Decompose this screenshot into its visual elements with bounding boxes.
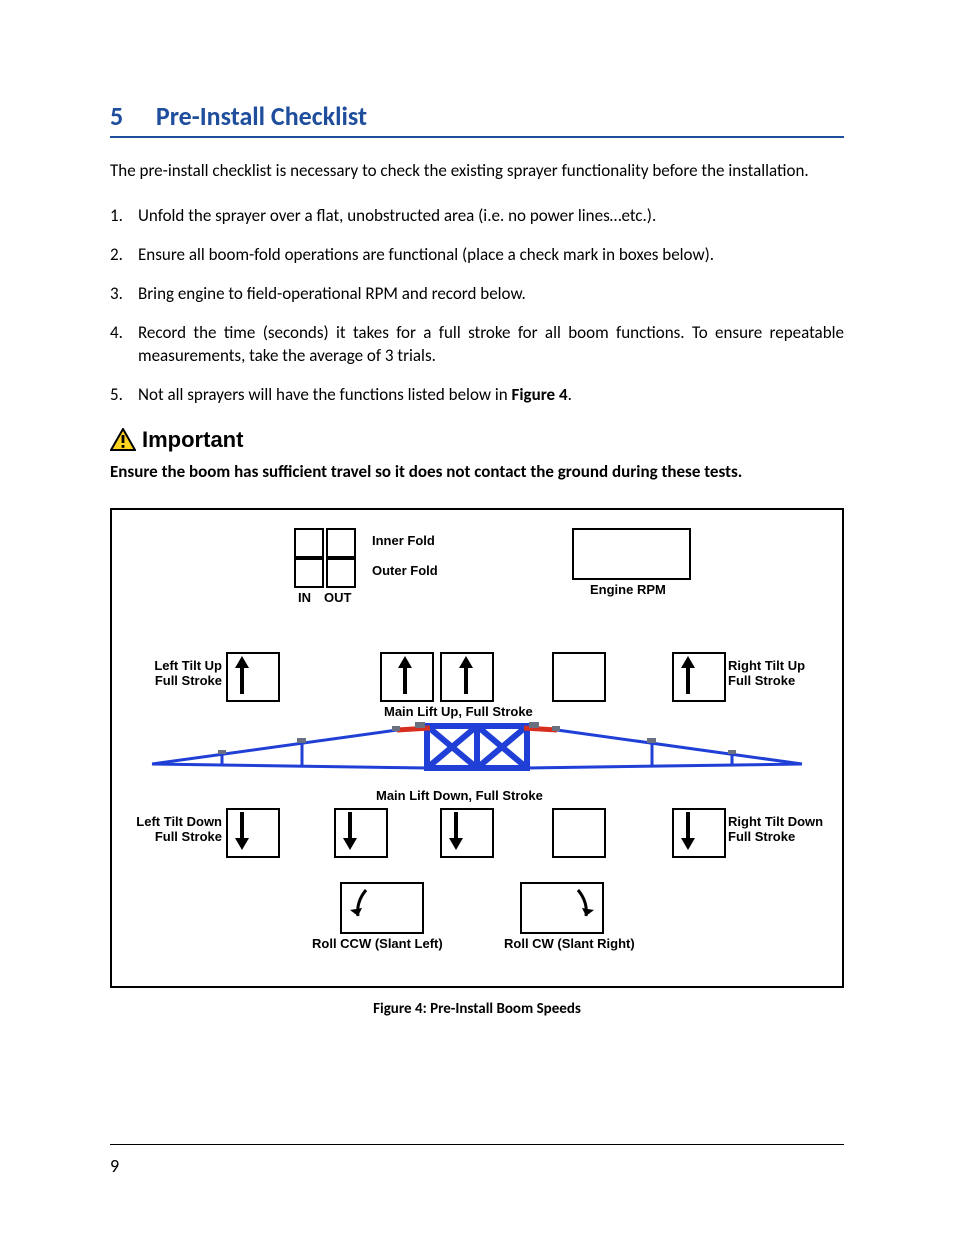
figure-box: IN OUT Inner Fold Outer Fold Engine RPM … [110, 508, 844, 988]
arrow-down-icon [235, 812, 249, 850]
footer-rule [110, 1144, 844, 1145]
list-item: 4.Record the time (seconds) it takes for… [110, 322, 844, 368]
page-number: 9 [110, 1155, 119, 1177]
list-item: 2.Ensure all boom-fold operations are fu… [110, 244, 844, 267]
left-tilt-up-fs: Full Stroke [155, 673, 222, 688]
main-lift-up-label: Main Lift Up, Full Stroke [384, 704, 533, 719]
checklist: 1.Unfold the sprayer over a flat, unobst… [110, 205, 844, 407]
boom-diagram [132, 720, 822, 788]
arrow-up-icon [681, 656, 695, 694]
important-heading-row: Important [110, 427, 844, 453]
list-item: 1.Unfold the sprayer over a flat, unobst… [110, 205, 844, 228]
inner-fold-label: Inner Fold [372, 533, 435, 548]
arrow-up-icon [235, 656, 249, 694]
arrow-down-icon [449, 812, 463, 850]
engine-rpm-box[interactable] [572, 528, 691, 580]
arrow-down-icon [681, 812, 695, 850]
left-tilt-down-label: Left Tilt Down [136, 814, 222, 829]
arrow-up-icon [459, 656, 473, 694]
section-title-text: Pre-Install Checklist [156, 100, 367, 132]
section-title: 5 Pre-Install Checklist [110, 100, 844, 138]
arrow-down-icon [343, 812, 357, 850]
right-tilt-up-label: Right Tilt Up [728, 658, 805, 673]
checkbox-inner-in[interactable] [294, 528, 324, 558]
right-tilt-down-label: Right Tilt Down [728, 814, 823, 829]
important-text: Ensure the boom has sufficient travel so… [110, 461, 844, 484]
out-label: OUT [324, 590, 351, 605]
warning-triangle-icon [110, 428, 136, 452]
roll-cw-label: Roll CW (Slant Right) [504, 936, 635, 951]
engine-rpm-label: Engine RPM [590, 582, 666, 597]
right-tilt-down-fs: Full Stroke [728, 829, 795, 844]
right-tilt-up-fs: Full Stroke [728, 673, 795, 688]
left-tilt-down-fs: Full Stroke [155, 829, 222, 844]
checkbox-outer-out[interactable] [326, 558, 356, 588]
right-tilt-down-spare[interactable] [552, 808, 606, 858]
list-item: 3.Bring engine to field-operational RPM … [110, 283, 844, 306]
right-tilt-up-spare[interactable] [552, 652, 606, 702]
outer-fold-label: Outer Fold [372, 563, 438, 578]
main-lift-down-label: Main Lift Down, Full Stroke [376, 788, 543, 803]
list-item: 5.Not all sprayers will have the functio… [110, 384, 844, 407]
arrow-up-icon [398, 656, 412, 694]
roll-ccw-label: Roll CCW (Slant Left) [312, 936, 443, 951]
section-number: 5 [110, 100, 150, 132]
arrow-ccw-icon [348, 888, 372, 926]
arrow-cw-icon [572, 888, 596, 926]
intro-paragraph: The pre-install checklist is necessary t… [110, 160, 844, 183]
important-heading: Important [142, 427, 243, 453]
checkbox-inner-out[interactable] [326, 528, 356, 558]
figure-caption: Figure 4: Pre-Install Boom Speeds [110, 1000, 844, 1018]
checkbox-outer-in[interactable] [294, 558, 324, 588]
left-tilt-up-label: Left Tilt Up [154, 658, 222, 673]
in-label: IN [298, 590, 311, 605]
